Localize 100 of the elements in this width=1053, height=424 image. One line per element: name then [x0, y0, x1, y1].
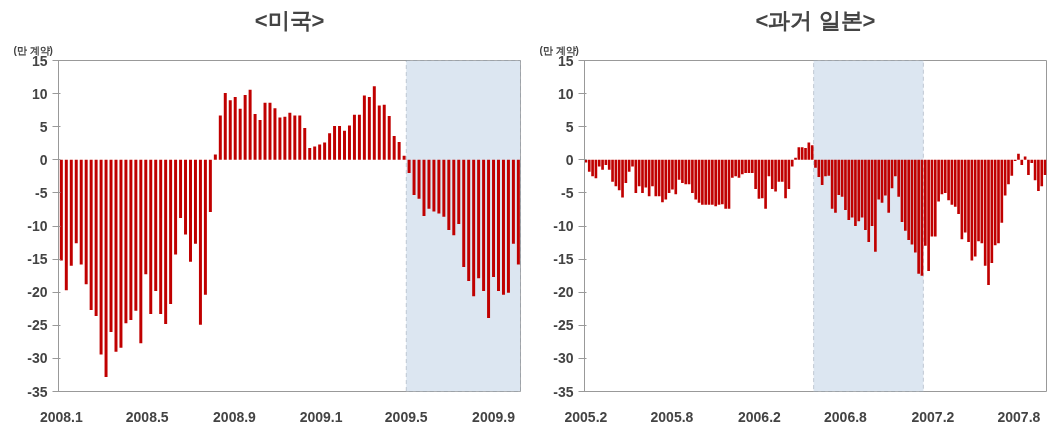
x-tick-label: 2006.2 [738, 408, 782, 424]
bar [482, 159, 486, 291]
bar [516, 159, 520, 265]
bar [318, 144, 322, 160]
bar [313, 146, 317, 160]
bar [223, 92, 227, 160]
bar [203, 159, 207, 295]
bar [298, 115, 302, 160]
y-tick-label: 5 [39, 118, 48, 135]
bar [134, 159, 138, 311]
bar [506, 159, 510, 293]
bar [721, 159, 724, 205]
bar [874, 159, 877, 252]
bar [997, 159, 1000, 244]
y-tick-label: -10 [553, 218, 574, 234]
bar [139, 159, 143, 344]
bar [333, 126, 337, 160]
bar [338, 126, 342, 160]
bar [674, 159, 678, 195]
chart-title: <과거 일본> [755, 7, 876, 33]
bar [477, 159, 481, 279]
y-tick-label: -10 [27, 218, 48, 234]
y-tick-label: 10 [31, 85, 48, 102]
x-tick-label: 2006.8 [824, 408, 868, 424]
bar [94, 159, 98, 317]
bar [198, 159, 202, 325]
bar [174, 159, 178, 255]
bar [987, 159, 990, 285]
bar [947, 159, 950, 201]
bar [427, 159, 431, 209]
bar [169, 159, 173, 305]
y-tick-label: -15 [27, 251, 48, 268]
bar [119, 159, 123, 348]
bar [857, 159, 861, 222]
bar [258, 120, 262, 160]
bar [784, 159, 787, 199]
bar [382, 104, 386, 160]
bar [228, 100, 232, 160]
bar [867, 159, 871, 242]
bar [154, 159, 158, 291]
bar [973, 159, 977, 257]
bar [129, 159, 133, 320]
bar [1037, 159, 1040, 191]
bar [432, 159, 436, 212]
bar [397, 141, 401, 160]
bar [701, 159, 704, 205]
bar [79, 159, 83, 265]
bar [1020, 159, 1024, 166]
bar [352, 114, 356, 160]
y-tick-label: 5 [565, 118, 574, 135]
bar [114, 159, 118, 352]
x-tick-label: 2009.1 [299, 408, 343, 424]
bar [452, 159, 456, 236]
bar [917, 159, 920, 274]
bar [253, 114, 257, 160]
bar [89, 159, 93, 311]
bar [208, 159, 212, 213]
bar [834, 159, 837, 213]
x-tick-label: 2005.2 [564, 408, 608, 424]
bar [472, 159, 476, 297]
x-tick-label: 2008.1 [39, 408, 83, 424]
bar [193, 159, 197, 244]
y-tick-label: 0 [39, 151, 48, 168]
bar [392, 135, 396, 160]
x-tick-label: 2007.8 [997, 408, 1041, 424]
x-tick-label: 2009.9 [472, 408, 516, 424]
bar [263, 102, 267, 160]
bar [462, 159, 466, 268]
bar [887, 159, 891, 213]
bar [248, 89, 252, 160]
bar [362, 95, 366, 160]
bar [283, 116, 287, 160]
bar [159, 159, 163, 315]
y-tick-label: -25 [27, 317, 48, 334]
bar [273, 108, 277, 160]
bar [487, 159, 491, 319]
bar [501, 159, 505, 295]
bar [218, 115, 222, 160]
bar [149, 159, 153, 315]
bar [372, 86, 376, 160]
y-tick-label: -20 [553, 284, 574, 301]
bar [1017, 153, 1020, 160]
bar [764, 159, 767, 209]
bar [744, 159, 747, 174]
bar [681, 159, 684, 183]
x-tick-label: 2007.2 [911, 408, 955, 424]
bar [621, 159, 624, 198]
chart-title: <미국> [254, 7, 325, 33]
y-tick-label: 10 [557, 85, 574, 102]
bar [661, 159, 664, 203]
bar [601, 159, 604, 170]
y-tick-label: -5 [35, 184, 48, 201]
x-tick-label: 2008.9 [213, 408, 257, 424]
bar [497, 159, 500, 291]
bar [74, 159, 78, 244]
bar [243, 94, 247, 160]
bar [323, 142, 327, 160]
bar [124, 159, 128, 324]
bar [278, 117, 282, 160]
bar [927, 159, 930, 272]
